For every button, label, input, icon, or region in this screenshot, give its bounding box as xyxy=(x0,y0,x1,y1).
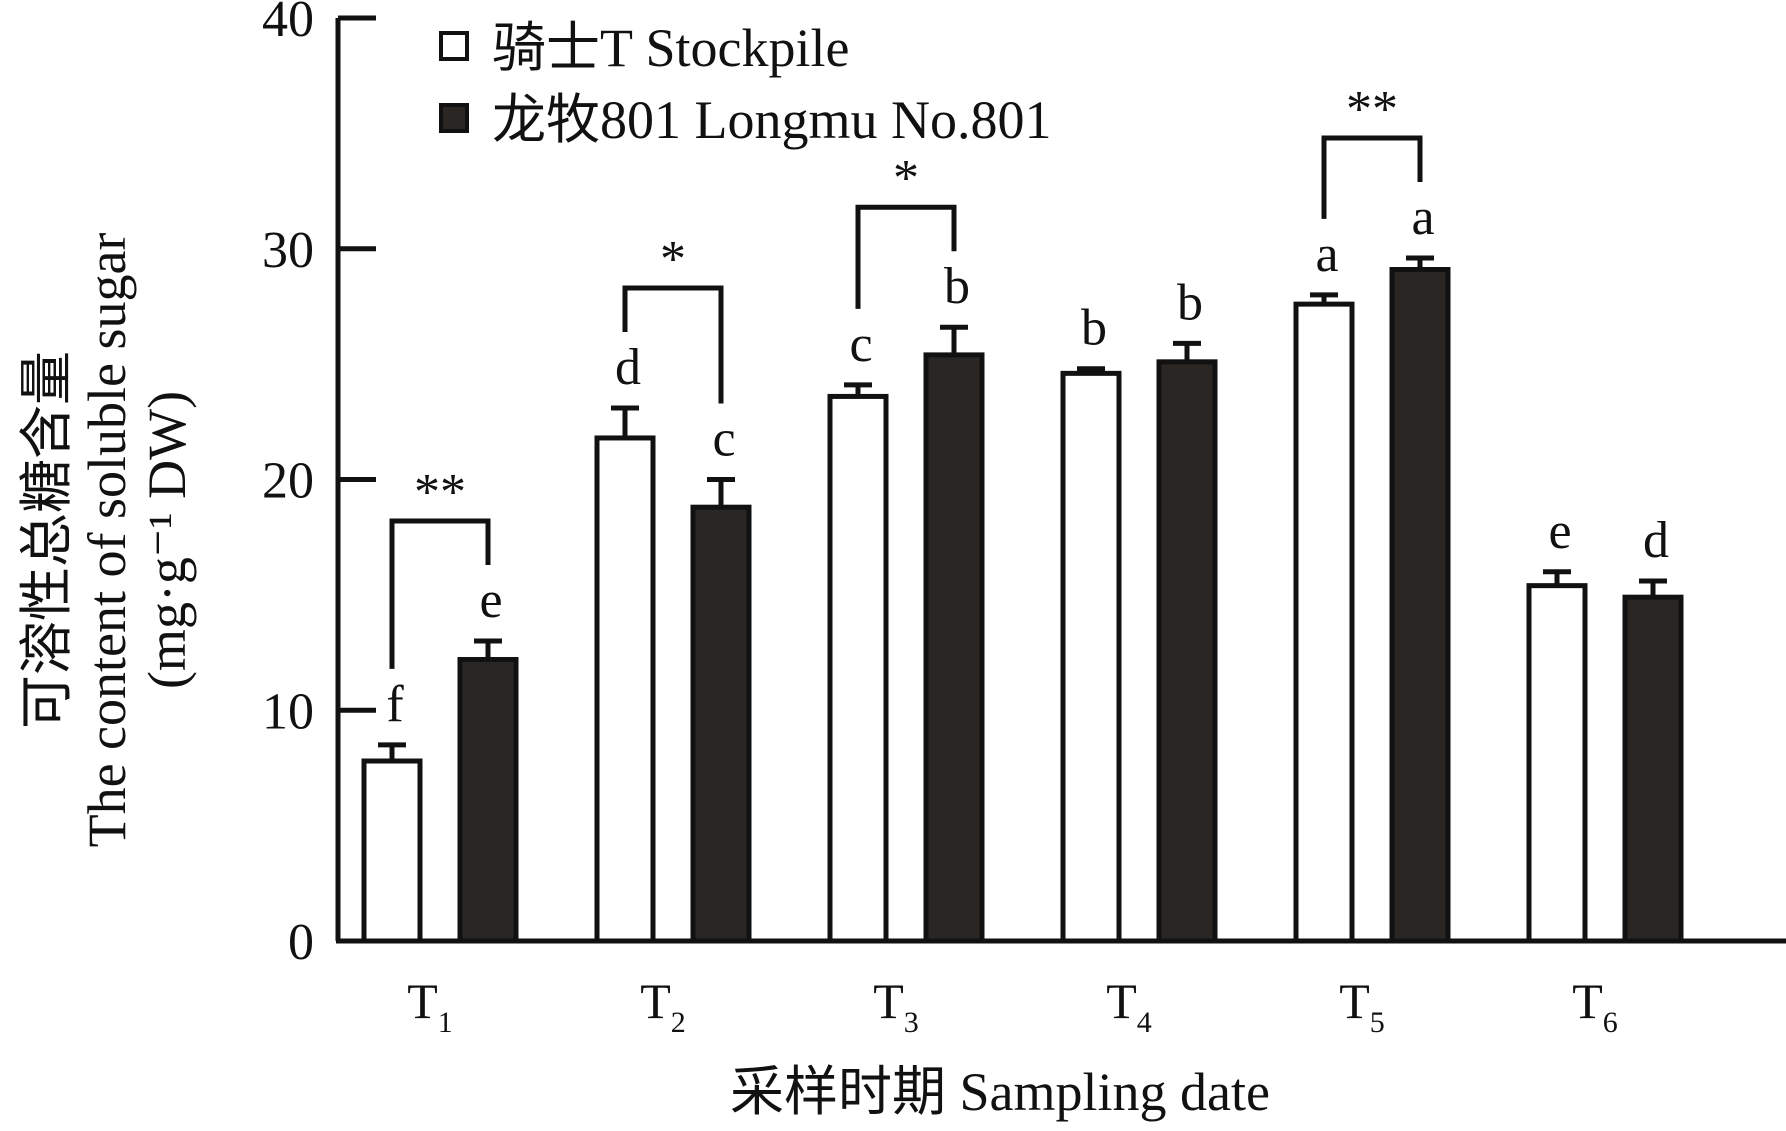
sig-letter-s0-0: f xyxy=(386,676,404,733)
bar-s1-2 xyxy=(923,352,985,944)
significance-bracket-2 xyxy=(855,204,957,309)
bar-s1-1 xyxy=(690,504,752,944)
bar-s1-4 xyxy=(1389,267,1451,944)
bars xyxy=(361,255,1684,944)
significance-bracket-1 xyxy=(622,285,724,404)
legend-label-stockpile: 骑士T Stockpile xyxy=(492,18,850,78)
significance-bracket-4 xyxy=(1321,135,1423,219)
y-ticks: 0 10 20 30 40 xyxy=(262,0,376,971)
significance-mark-4: ** xyxy=(1346,81,1398,138)
significance-mark-1: * xyxy=(660,231,686,288)
y-tick-label-40: 40 xyxy=(262,0,314,48)
y-axis-title-en: The content of soluble sugar xyxy=(77,233,137,848)
y-axis-title: 可溶性总糖含量 The content of soluble sugar (mg… xyxy=(17,233,197,848)
y-tick-label-0: 0 xyxy=(288,914,314,971)
sig-letter-s0-5: e xyxy=(1548,503,1571,560)
significance-mark-0: ** xyxy=(414,464,466,521)
bar-s0-2 xyxy=(827,393,889,944)
sig-letter-s0-4: a xyxy=(1315,226,1338,283)
sig-letter-s0-2: c xyxy=(849,316,872,373)
x-categories: T1 T2 T3 T4 T5 T6 xyxy=(407,905,1645,1039)
y-tick-label-20: 20 xyxy=(262,453,314,510)
significance-mark-2: * xyxy=(893,150,919,207)
x-tick-label-T3: T3 xyxy=(873,973,919,1039)
x-tick-label-T2: T2 xyxy=(640,973,686,1039)
bar-s0-3 xyxy=(1060,370,1122,944)
x-tick-label-T4: T4 xyxy=(1106,973,1152,1039)
bar-s1-5 xyxy=(1622,594,1684,944)
significance-bracket-0 xyxy=(389,518,491,669)
x-tick-label-T6: T6 xyxy=(1572,973,1618,1039)
legend-swatch-stockpile xyxy=(439,31,469,61)
bar-s0-0 xyxy=(361,758,423,944)
bar-s0-1 xyxy=(594,435,656,944)
y-axis-title-cn: 可溶性总糖含量 xyxy=(17,351,77,729)
x-axis-title: 采样时期 Sampling date xyxy=(730,1062,1270,1122)
bar-s1-3 xyxy=(1156,359,1218,944)
sig-letter-s1-3: b xyxy=(1177,274,1203,331)
sig-letter-s0-3: b xyxy=(1081,300,1107,357)
sig-letter-s1-5: d xyxy=(1643,512,1669,569)
y-tick-label-10: 10 xyxy=(262,683,314,740)
y-tick-label-30: 30 xyxy=(262,222,314,279)
legend: 骑士T Stockpile 龙牧801 Longmu No.801 xyxy=(439,18,1052,150)
legend-label-longmu: 龙牧801 Longmu No.801 xyxy=(492,90,1052,150)
bar-s0-5 xyxy=(1526,583,1588,944)
sig-letter-s1-1: c xyxy=(712,411,735,468)
sig-letter-s1-2: b xyxy=(944,258,970,315)
bar-s1-0 xyxy=(457,656,519,944)
x-tick-label-T5: T5 xyxy=(1339,973,1385,1039)
y-axis-title-unit: (mg·g⁻¹ DW) xyxy=(137,391,197,689)
legend-swatch-longmu xyxy=(439,103,469,133)
sig-letter-s1-0: e xyxy=(479,572,502,629)
x-tick-label-T1: T1 xyxy=(407,973,453,1039)
sig-letter-s1-4: a xyxy=(1411,189,1434,246)
sig-letter-s0-1: d xyxy=(615,339,641,396)
bar-s0-4 xyxy=(1293,301,1355,944)
